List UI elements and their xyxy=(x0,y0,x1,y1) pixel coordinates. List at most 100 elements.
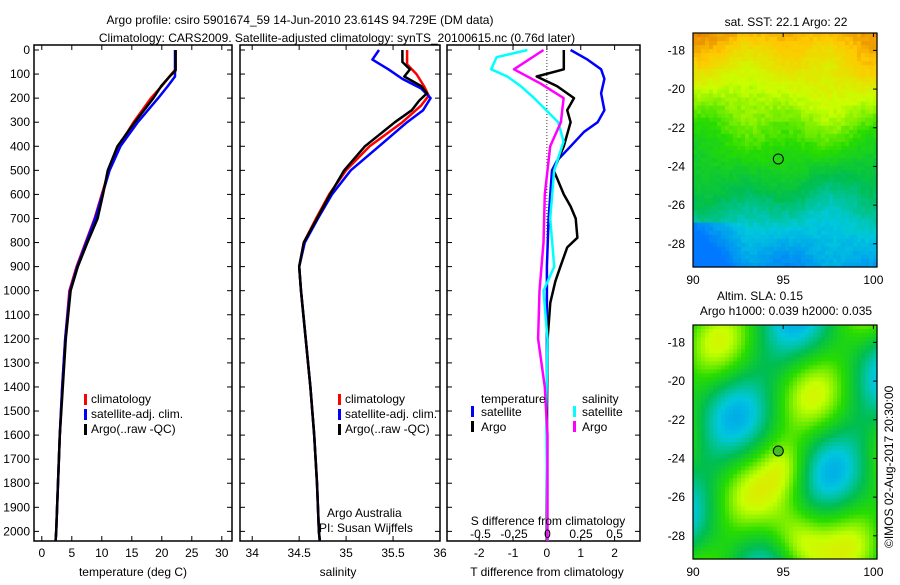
map-cell xyxy=(821,365,826,370)
map-cell xyxy=(705,138,710,143)
map-cell xyxy=(757,390,762,395)
map-cell xyxy=(713,65,718,70)
map-cell xyxy=(849,182,854,187)
map-cell xyxy=(765,482,770,487)
map-cell xyxy=(757,102,762,107)
map-cell xyxy=(829,466,834,471)
map-cell xyxy=(733,490,738,495)
map-cell xyxy=(761,215,766,220)
map-cell xyxy=(713,394,718,399)
map-cell xyxy=(749,410,754,415)
map-cell xyxy=(841,202,846,207)
map-cell xyxy=(765,422,770,427)
map-cell xyxy=(801,547,806,552)
map-cell xyxy=(737,102,742,107)
map-cell xyxy=(705,178,710,183)
map-cell xyxy=(701,198,706,203)
map-cell xyxy=(761,235,766,240)
map-cell xyxy=(845,227,850,232)
map-cell xyxy=(793,333,798,338)
map-cell xyxy=(725,194,730,199)
map-cell xyxy=(741,247,746,252)
map-cell xyxy=(865,118,870,123)
map-cell xyxy=(801,130,806,135)
map-cell xyxy=(713,243,718,248)
map-cell xyxy=(693,434,698,439)
map-cell xyxy=(717,410,722,415)
map-cell xyxy=(749,259,754,264)
map-cell xyxy=(777,402,782,407)
map-cell xyxy=(753,462,758,467)
map-cell xyxy=(829,186,834,191)
map-cell xyxy=(705,450,710,455)
map-cell xyxy=(769,486,774,491)
map-cell xyxy=(849,206,854,211)
map-cell xyxy=(777,61,782,66)
map-cell xyxy=(693,381,698,386)
map-cell xyxy=(861,219,866,224)
series-line-t-satellite xyxy=(547,50,605,541)
map-cell xyxy=(849,259,854,264)
map-cell xyxy=(821,158,826,163)
map-cell xyxy=(729,531,734,536)
map-cell xyxy=(781,198,786,203)
map-cell xyxy=(829,182,834,187)
map-cell xyxy=(805,406,810,411)
map-cell xyxy=(725,394,730,399)
map-cell xyxy=(725,178,730,183)
map-cell xyxy=(777,110,782,115)
map-cell xyxy=(809,178,814,183)
map-cell xyxy=(845,53,850,58)
map-cell xyxy=(801,426,806,431)
map-cell xyxy=(821,150,826,155)
map-cell xyxy=(809,102,814,107)
map-cell xyxy=(869,106,874,111)
map-cell xyxy=(733,442,738,447)
map-cell xyxy=(809,547,814,552)
map-cell xyxy=(761,390,766,395)
map-cell xyxy=(693,154,698,159)
map-cell xyxy=(697,37,702,42)
map-cell xyxy=(705,418,710,423)
map-cell xyxy=(761,386,766,391)
map-cell xyxy=(793,215,798,220)
map-cell xyxy=(817,470,822,475)
map-cell xyxy=(809,186,814,191)
map-cell xyxy=(841,77,846,82)
map-cell xyxy=(857,239,862,244)
map-cell xyxy=(845,85,850,90)
map-cell xyxy=(857,150,862,155)
map-cell xyxy=(801,434,806,439)
map-cell xyxy=(837,227,842,232)
map-cell xyxy=(833,390,838,395)
map-cell xyxy=(813,243,818,248)
map-cell xyxy=(773,102,778,107)
map-cell xyxy=(713,539,718,544)
map-cell xyxy=(845,174,850,179)
map-cell xyxy=(757,49,762,54)
map-cell xyxy=(769,373,774,378)
map-cell xyxy=(757,198,762,203)
map-cell xyxy=(825,523,830,528)
map-cell xyxy=(805,178,810,183)
map-cell xyxy=(821,523,826,528)
map-cell xyxy=(797,325,802,330)
map-cell xyxy=(769,85,774,90)
map-cell xyxy=(801,174,806,179)
map-cell xyxy=(753,259,758,264)
map-cell xyxy=(781,259,786,264)
map-cell xyxy=(829,345,834,350)
y-tick-label: 1100 xyxy=(4,308,30,322)
map-cell xyxy=(777,462,782,467)
map-cell xyxy=(697,255,702,260)
map-cell xyxy=(797,33,802,38)
map-cell xyxy=(813,498,818,503)
map-cell xyxy=(861,138,866,143)
map-cell xyxy=(821,486,826,491)
map-cell xyxy=(709,482,714,487)
map-cell xyxy=(785,442,790,447)
map-cell xyxy=(809,543,814,548)
map-cell xyxy=(761,118,766,123)
map-cell xyxy=(825,486,830,491)
map-cell xyxy=(821,418,826,423)
